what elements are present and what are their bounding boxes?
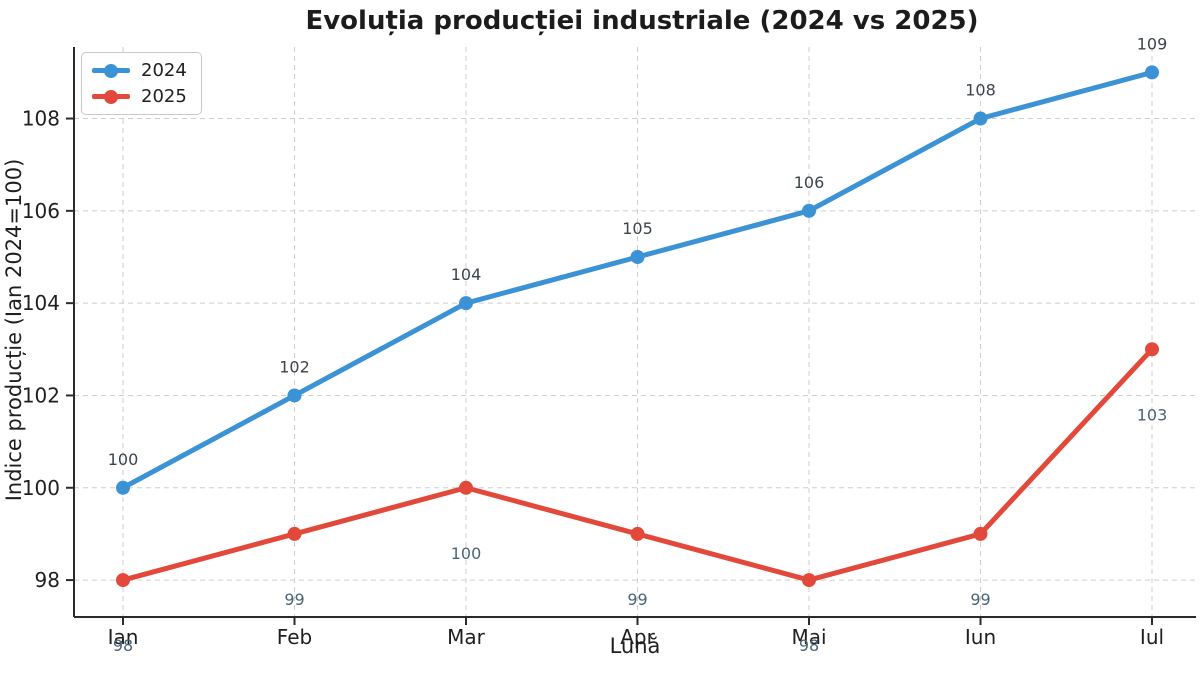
x-axis-label: Lună bbox=[609, 634, 661, 658]
data-label-2025-Mar: 100 bbox=[451, 544, 482, 563]
x-tick-label-Apr: Apr bbox=[620, 625, 655, 649]
data-label-2025-Ian: 98 bbox=[113, 636, 133, 655]
data-label-2025-Iun: 99 bbox=[970, 590, 990, 609]
y-axis-label: Indice producție (Ian 2024=100) bbox=[2, 158, 26, 502]
data-point-2024-Iun bbox=[973, 111, 988, 126]
data-label-2025-Feb: 99 bbox=[284, 590, 304, 609]
data-point-2025-Feb bbox=[287, 526, 302, 541]
legend-item-2024: 2024 bbox=[92, 59, 187, 82]
x-tick-label-Ian: Ian bbox=[108, 625, 139, 649]
data-point-2025-Iun bbox=[973, 526, 988, 541]
chart-title: Evoluția producției industriale (2024 vs… bbox=[305, 6, 979, 36]
data-label-2025-Apr: 99 bbox=[627, 590, 647, 609]
legend: 2024 2025 bbox=[81, 52, 202, 115]
y-tick-label-100: 100 bbox=[22, 476, 60, 500]
data-label-2024-Mar: 104 bbox=[451, 265, 482, 284]
data-point-2024-Mar bbox=[459, 296, 473, 311]
data-label-2024-Iul: 109 bbox=[1137, 34, 1168, 53]
legend-marker-2025 bbox=[92, 89, 130, 104]
data-point-2025-Mar bbox=[459, 480, 473, 495]
data-label-2024-Apr: 105 bbox=[622, 219, 653, 238]
data-point-2024-Ian bbox=[116, 480, 130, 495]
y-tick-label-102: 102 bbox=[22, 383, 60, 407]
data-point-2024-Iul bbox=[1145, 65, 1159, 80]
data-point-2025-Ian bbox=[116, 573, 130, 588]
data-point-2025-Mai bbox=[802, 573, 816, 588]
x-tick-label-Feb: Feb bbox=[277, 625, 312, 649]
y-tick-label-98: 98 bbox=[35, 568, 60, 592]
x-tick-label-Mai: Mai bbox=[791, 625, 826, 649]
x-tick-label-Iun: Iun bbox=[965, 625, 996, 649]
legend-marker-2024 bbox=[92, 63, 130, 78]
x-tick-label-Iul: Iul bbox=[1140, 625, 1164, 649]
x-tick-label-Mar: Mar bbox=[447, 625, 486, 649]
data-label-2024-Ian: 100 bbox=[108, 450, 139, 469]
data-point-2025-Apr bbox=[630, 526, 645, 541]
y-tick-label-104: 104 bbox=[22, 291, 60, 315]
data-label-2024-Iun: 108 bbox=[965, 81, 996, 100]
data-point-2024-Apr bbox=[630, 250, 645, 264]
data-label-2024-Feb: 102 bbox=[279, 357, 310, 376]
data-label-2025-Mai: 98 bbox=[799, 636, 819, 655]
data-label-2024-Mai: 106 bbox=[794, 173, 825, 192]
legend-dot-2024 bbox=[104, 63, 118, 78]
legend-item-2025: 2025 bbox=[92, 85, 187, 108]
legend-label-2024: 2024 bbox=[141, 59, 187, 81]
data-point-2024-Mai bbox=[802, 203, 816, 218]
legend-label-2025: 2025 bbox=[141, 85, 187, 107]
y-tick-label-106: 106 bbox=[22, 199, 60, 223]
legend-dot-2025 bbox=[104, 89, 118, 104]
data-point-2024-Feb bbox=[287, 388, 302, 403]
data-point-2025-Iul bbox=[1145, 342, 1159, 357]
data-label-2025-Iul: 103 bbox=[1137, 405, 1168, 424]
y-tick-label-108: 108 bbox=[22, 107, 60, 131]
